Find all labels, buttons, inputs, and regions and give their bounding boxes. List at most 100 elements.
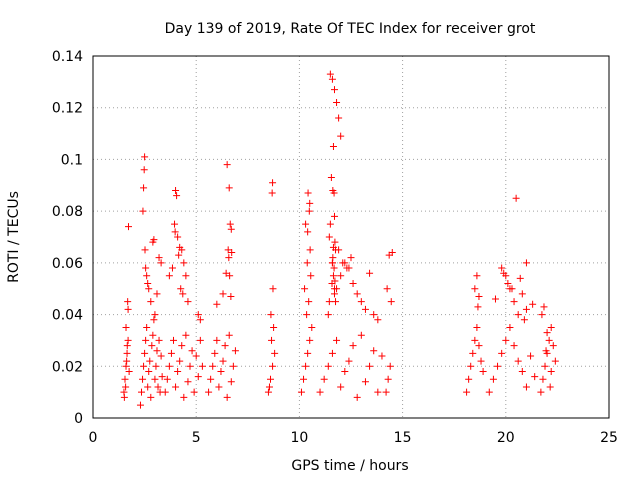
data-point [520,316,528,324]
data-point [184,378,192,386]
data-point [123,349,131,357]
data-point [366,362,374,370]
data-point [349,280,357,288]
data-point [145,285,153,293]
data-point [308,324,316,331]
data-point [345,357,353,365]
data-point [337,272,345,280]
data-point [329,143,337,150]
data-point [386,362,394,370]
data-point [150,316,158,324]
data-point [330,212,338,220]
data-point [551,357,559,365]
data-point [473,324,481,331]
data-point [473,272,481,280]
data-point [527,352,535,360]
data-point [178,246,186,254]
grid-lines [93,56,609,418]
data-point [357,298,365,306]
data-point [144,280,152,288]
data-point [123,342,131,350]
data-point [227,225,235,233]
data-point [502,336,510,344]
data-point [361,378,369,386]
data-point [155,254,163,262]
data-point [165,362,173,370]
data-point [514,357,522,365]
data-point [543,329,551,337]
data-point [198,362,206,370]
data-point [142,264,150,272]
data-point [205,388,213,396]
data-point [330,290,338,298]
data-point [541,362,549,370]
data-point [229,362,237,370]
data-point [267,375,275,383]
data-point [324,362,332,370]
data-point [326,220,334,228]
data-point [297,388,305,396]
data-point [192,352,200,360]
data-point [474,303,482,311]
data-point [343,264,351,272]
data-point [304,228,312,236]
data-point [225,331,233,339]
data-point [498,349,506,357]
data-point [226,220,234,228]
data-point [304,189,312,197]
data-point [349,342,357,350]
data-point [163,375,171,383]
data-point [147,393,155,401]
data-point [167,349,175,357]
data-point [329,272,337,280]
data-point [531,373,539,381]
data-point [188,347,196,355]
data-point [172,186,180,194]
data-point [491,295,499,303]
data-point [328,75,336,83]
data-point [374,388,382,396]
data-point [269,179,277,187]
y-tick-label: 0.1 [61,152,83,168]
data-point [302,220,310,228]
data-point [124,336,132,344]
data-point [328,349,336,357]
data-point [324,311,332,319]
data-point [124,298,132,306]
data-point [122,362,130,370]
data-point [329,243,337,251]
data-point [223,161,231,169]
data-point [477,357,485,365]
data-point [366,269,374,277]
data-point [196,316,204,324]
data-point [264,388,272,396]
x-tick-label: 5 [192,430,201,446]
data-point [219,290,227,298]
data-point [331,238,339,246]
data-point [353,393,361,401]
data-point [174,367,182,375]
data-point [171,228,179,236]
data-point [304,349,312,357]
data-point [186,362,194,370]
data-point [538,311,546,319]
data-point [494,362,502,370]
data-point [325,233,333,241]
y-tick-label: 0.04 [52,308,83,324]
data-point [182,272,190,280]
y-tick-label: 0.08 [52,204,83,220]
data-point [320,375,328,383]
y-tick-label: 0.06 [52,256,83,272]
data-point [141,349,149,357]
x-tick-label: 15 [394,430,412,446]
data-point [546,383,554,391]
data-point [140,362,148,370]
data-point [152,362,160,370]
chart-title: Day 139 of 2019, Rate Of TEC Index for r… [165,21,536,37]
data-point [329,254,337,262]
data-point [306,336,314,344]
data-point [180,393,188,401]
data-point [479,367,487,375]
data-point [301,285,309,293]
data-point [221,342,229,350]
